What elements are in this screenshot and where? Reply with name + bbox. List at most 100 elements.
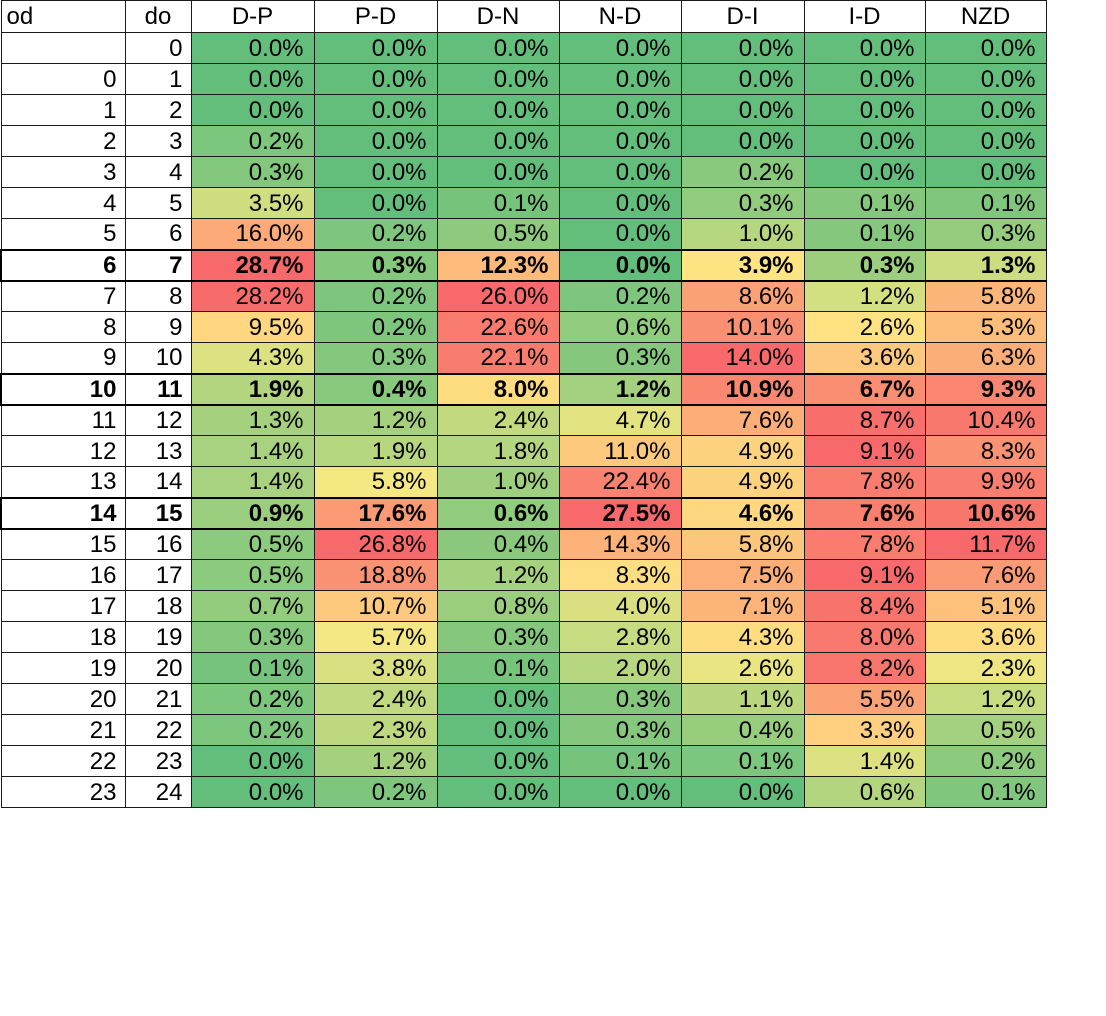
heatmap-cell: 3.3%: [803, 714, 926, 746]
heatmap-cell: 0.0%: [190, 94, 315, 126]
heatmap-body: od do D-P P-D D-N N-D D-I I-D NZD 0 0.0% 0.0% 0.0% 0.…: [0, 0, 1047, 808]
heatmap-cell: 8.7%: [803, 404, 926, 436]
heatmap-cell: 0.0%: [558, 32, 682, 64]
column-header: D-P: [190, 0, 315, 33]
heatmap-cell: 0.0%: [436, 32, 560, 64]
heatmap-cell: 18.8%: [313, 559, 438, 591]
do-cell: 12: [124, 404, 192, 436]
heatmap-cell: 0.0%: [558, 94, 682, 126]
heatmap-cell: 0.1%: [924, 776, 1047, 808]
column-header: N-D: [558, 0, 682, 33]
heatmap-cell: 22.4%: [558, 466, 682, 498]
heatmap-cell: 0.6%: [803, 776, 926, 808]
od-cell: 12: [0, 435, 126, 467]
heatmap-cell: 28.2%: [190, 280, 315, 312]
table-row: 11 12 1.3% 1.2% 2.4% 4.7% 7.6% 8.7% 10.4%: [0, 404, 1047, 436]
heatmap-cell: 1.2%: [313, 745, 438, 777]
table-row: 18 19 0.3% 5.7% 0.3% 2.8% 4.3% 8.0% 3.6%: [0, 621, 1047, 653]
heatmap-cell: 1.3%: [924, 248, 1047, 282]
heatmap-cell: 0.1%: [558, 745, 682, 777]
heatmap-cell: 8.4%: [803, 590, 926, 622]
heatmap-cell: 0.0%: [436, 94, 560, 126]
table-row: 22 23 0.0% 1.2% 0.0% 0.1% 0.1% 1.4% 0.2%: [0, 745, 1047, 777]
do-cell: 3: [124, 125, 192, 157]
heatmap-cell: 3.5%: [190, 187, 315, 219]
od-cell: 5: [0, 218, 126, 250]
heatmap-cell: 1.4%: [803, 745, 926, 777]
heatmap-cell: 4.3%: [680, 621, 805, 653]
table-row: 9 10 4.3% 0.3% 22.1% 0.3% 14.0% 3.6% 6.3%: [0, 342, 1047, 374]
heatmap-cell: 6.7%: [803, 372, 926, 406]
header-row: od do D-P P-D D-N N-D D-I I-D NZD: [0, 0, 1047, 33]
heatmap-cell: 0.3%: [436, 621, 560, 653]
heatmap-cell: 7.1%: [680, 590, 805, 622]
od-cell: 11: [0, 404, 126, 436]
do-cell: 14: [124, 466, 192, 498]
od-cell: 1: [0, 94, 126, 126]
heatmap-cell: 0.0%: [558, 187, 682, 219]
od-cell: 21: [0, 714, 126, 746]
heatmap-cell: 0.3%: [924, 218, 1047, 250]
heatmap-cell: 0.0%: [190, 776, 315, 808]
heatmap-cell: 9.5%: [190, 311, 315, 343]
do-cell: 11: [124, 372, 192, 406]
od-cell: 3: [0, 156, 126, 188]
heatmap-cell: 1.4%: [190, 466, 315, 498]
table-row: 5 6 16.0% 0.2% 0.5% 0.0% 1.0% 0.1% 0.3%: [0, 218, 1047, 250]
column-header: I-D: [803, 0, 926, 33]
heatmap-cell: 7.6%: [924, 559, 1047, 591]
od-cell: 4: [0, 187, 126, 219]
heatmap-cell: 0.0%: [190, 32, 315, 64]
heatmap-cell: 2.6%: [680, 652, 805, 684]
column-header: NZD: [924, 0, 1047, 33]
heatmap-cell: 0.0%: [436, 156, 560, 188]
heatmap-cell: 0.0%: [680, 94, 805, 126]
heatmap-cell: 2.8%: [558, 621, 682, 653]
heatmap-cell: 0.5%: [924, 714, 1047, 746]
do-cell: 13: [124, 435, 192, 467]
table-row: 1 2 0.0% 0.0% 0.0% 0.0% 0.0% 0.0% 0.0%: [0, 94, 1047, 126]
do-cell: 0: [124, 32, 192, 64]
table-row: 23 24 0.0% 0.2% 0.0% 0.0% 0.0% 0.6% 0.1%: [0, 776, 1047, 808]
heatmap-cell: 0.0%: [924, 94, 1047, 126]
table-row: 0 0.0% 0.0% 0.0% 0.0% 0.0% 0.0% 0.0%: [0, 32, 1047, 64]
heatmap-cell: 0.0%: [803, 32, 926, 64]
do-cell: 1: [124, 63, 192, 95]
od-cell: 20: [0, 683, 126, 715]
heatmap-cell: 1.2%: [924, 683, 1047, 715]
heatmap-cell: 0.1%: [803, 187, 926, 219]
heatmap-cell: 0.6%: [558, 311, 682, 343]
heatmap-cell: 11.7%: [924, 528, 1047, 560]
table-row: 13 14 1.4% 5.8% 1.0% 22.4% 4.9% 7.8% 9.9%: [0, 466, 1047, 498]
heatmap-cell: 0.0%: [558, 248, 682, 282]
heatmap-cell: 5.8%: [924, 280, 1047, 312]
heatmap-cell: 2.4%: [436, 404, 560, 436]
column-header: do: [124, 0, 192, 33]
heatmap-cell: 5.5%: [803, 683, 926, 715]
heatmap-cell: 10.6%: [924, 496, 1047, 530]
heatmap-cell: 0.2%: [924, 745, 1047, 777]
heatmap-cell: 14.0%: [680, 342, 805, 374]
od-cell: 9: [0, 342, 126, 374]
heatmap-cell: 0.3%: [558, 714, 682, 746]
heatmap-cell: 22.6%: [436, 311, 560, 343]
heatmap-cell: 0.0%: [924, 63, 1047, 95]
heatmap-cell: 16.0%: [190, 218, 315, 250]
od-cell: [0, 32, 126, 64]
heatmap-cell: 3.6%: [924, 621, 1047, 653]
heatmap-cell: 0.5%: [436, 218, 560, 250]
table-row: 8 9 9.5% 0.2% 22.6% 0.6% 10.1% 2.6% 5.3%: [0, 311, 1047, 343]
do-cell: 18: [124, 590, 192, 622]
table-row: 6 7 28.7% 0.3% 12.3% 0.0% 3.9% 0.3% 1.3%: [0, 248, 1047, 282]
heatmap-cell: 7.5%: [680, 559, 805, 591]
heatmap-cell: 0.0%: [313, 63, 438, 95]
od-cell: 8: [0, 311, 126, 343]
heatmap-cell: 0.0%: [680, 125, 805, 157]
heatmap-cell: 0.2%: [558, 280, 682, 312]
heatmap-cell: 0.5%: [190, 528, 315, 560]
heatmap-cell: 1.4%: [190, 435, 315, 467]
heatmap-cell: 1.3%: [190, 404, 315, 436]
heatmap-cell: 0.0%: [803, 125, 926, 157]
heatmap-table: od do D-P P-D D-N N-D D-I I-D NZD 0 0.0% 0.0% 0.0% 0.…: [0, 0, 1047, 808]
heatmap-cell: 0.2%: [680, 156, 805, 188]
